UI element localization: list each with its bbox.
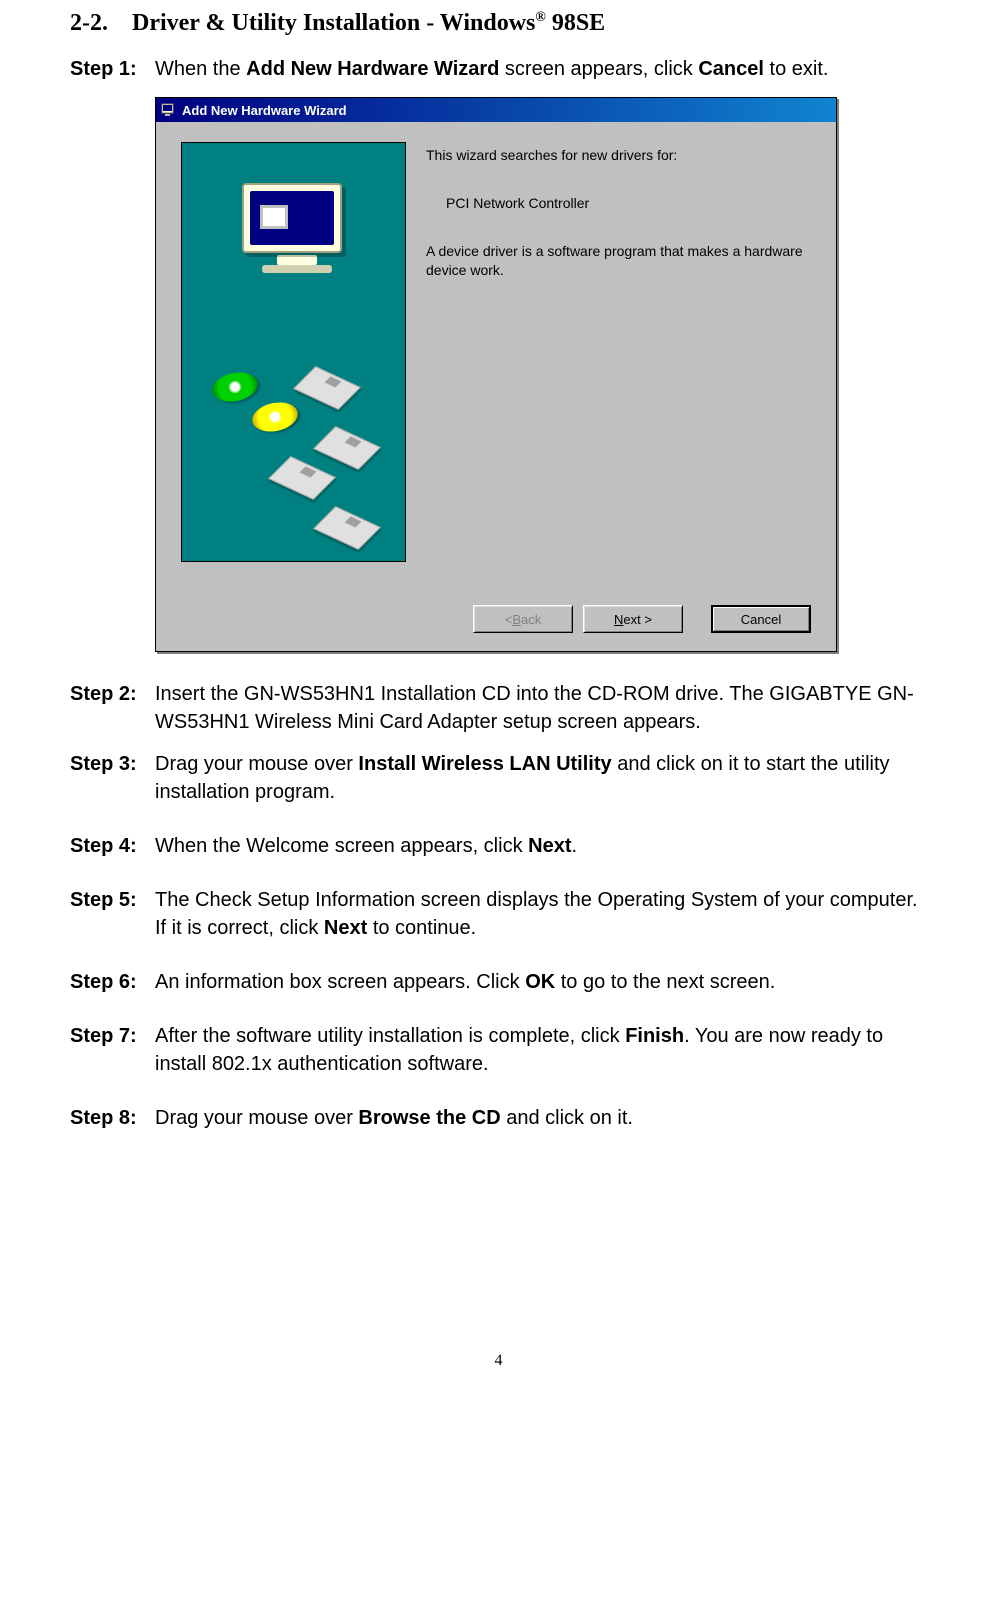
step-6-text: An information box screen appears. Click… [155,968,927,996]
step-3: Step 3: Drag your mouse over Install Wir… [70,750,927,806]
section-title-sup: ® [535,10,545,25]
back-pre: < [505,612,513,627]
step-1: Step 1: When the Add New Hardware Wizard… [70,55,927,83]
button-row: < Back Next > Cancel [181,605,811,633]
wizard-icon [160,101,178,119]
next-rest: ext > [623,612,652,627]
cd-icon [250,399,301,436]
step-1-label: Step 1: [70,55,155,83]
cancel-button[interactable]: Cancel [711,605,811,633]
step-8: Step 8: Drag your mouse over Browse the … [70,1104,927,1132]
step-6: Step 6: An information box screen appear… [70,968,927,996]
step-2: Step 2: Insert the GN-WS53HN1 Installati… [70,680,927,736]
section-title-post: 98SE [546,10,605,36]
monitor-icon [242,183,352,273]
step-1-text: When the Add New Hardware Wizard screen … [155,55,927,83]
floppy-icon [313,426,381,470]
wizard-main: This wizard searches for new drivers for… [181,142,811,587]
step-2-text: Insert the GN-WS53HN1 Installation CD in… [155,680,927,736]
section-title: 2-2. Driver & Utility Installation - Win… [70,10,927,37]
next-button[interactable]: Next > [583,605,683,633]
titlebar-text: Add New Hardware Wizard [182,103,347,118]
step-5-text: The Check Setup Information screen displ… [155,886,927,942]
back-rest: ack [521,612,541,627]
step-5: Step 5: The Check Setup Information scre… [70,886,927,942]
back-button[interactable]: < Back [473,605,573,633]
cd-icon [210,369,261,406]
step-3-label: Step 3: [70,750,155,806]
step-6-label: Step 6: [70,968,155,996]
page-number: 4 [70,1352,927,1370]
wizard-line1: This wizard searches for new drivers for… [426,146,811,164]
wizard-graphic [181,142,406,562]
floppy-icon [268,456,336,500]
next-hotkey: N [614,612,623,627]
step-4-label: Step 4: [70,832,155,860]
wizard-screenshot: Add New Hardware Wizard [155,97,927,652]
back-hotkey: B [512,612,521,627]
floppy-icon [313,506,381,550]
window: Add New Hardware Wizard [155,97,837,652]
step-7-label: Step 7: [70,1022,155,1078]
wizard-text: This wizard searches for new drivers for… [426,142,811,587]
step-4: Step 4: When the Welcome screen appears,… [70,832,927,860]
wizard-line2: A device driver is a software program th… [426,242,811,278]
wizard-device: PCI Network Controller [446,194,811,212]
step-2-label: Step 2: [70,680,155,736]
step-7: Step 7: After the software utility insta… [70,1022,927,1078]
step-3-text: Drag your mouse over Install Wireless LA… [155,750,927,806]
step-8-text: Drag your mouse over Browse the CD and c… [155,1104,927,1132]
step-5-label: Step 5: [70,886,155,942]
floppy-icon [293,366,361,410]
step-8-label: Step 8: [70,1104,155,1132]
step-4-text: When the Welcome screen appears, click N… [155,832,927,860]
cancel-label: Cancel [741,612,781,627]
section-number: 2-2. [70,10,108,36]
step-7-text: After the software utility installation … [155,1022,927,1078]
titlebar: Add New Hardware Wizard [156,98,836,122]
window-body: This wizard searches for new drivers for… [156,122,836,651]
section-title-pre: Driver & Utility Installation - Windows [132,10,535,36]
